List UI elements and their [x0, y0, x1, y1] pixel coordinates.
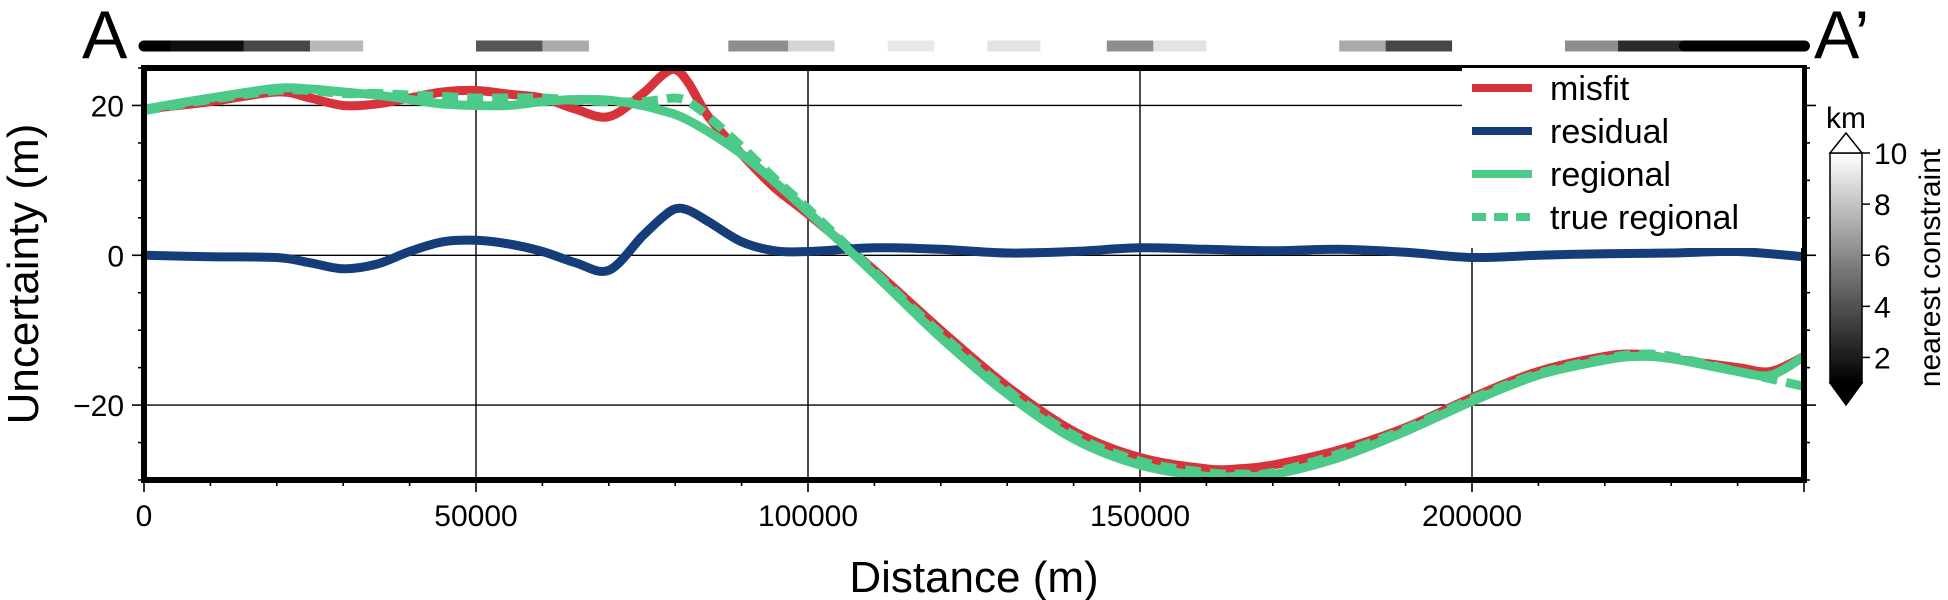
plot-frame — [141, 65, 1807, 483]
x-axis-ticks: 0 50000 100000 150000 200000 — [136, 480, 1805, 533]
legend-label: residual — [1550, 113, 1669, 151]
x-tick-label: 0 — [136, 500, 153, 533]
colorbar-tick-label: 10 — [1874, 138, 1907, 171]
colorbar-tick-label: 2 — [1874, 342, 1891, 375]
colorbar: km 2 4 6 8 10 nearest constraint — [1826, 102, 1947, 407]
y-axis-ticks: −20 0 20 — [73, 67, 1816, 481]
colorbar-label: nearest constraint — [1914, 148, 1947, 387]
profile-start-label: A — [82, 0, 128, 73]
colorbar-ramp — [1829, 152, 1863, 384]
colorbar-tick-label: 6 — [1874, 240, 1891, 273]
x-tick-label: 50000 — [434, 500, 517, 533]
legend-label: true regional — [1550, 199, 1739, 237]
colorbar-max-triangle — [1828, 131, 1864, 154]
legend: misfit residual regional true regional — [1462, 68, 1802, 248]
colorbar-ticks: 2 4 6 8 10 — [1862, 138, 1907, 375]
series-layer — [144, 68, 1804, 480]
series-regional — [144, 83, 1804, 480]
x-axis-title: Distance (m) — [849, 553, 1098, 600]
colorbar-tick-label: 4 — [1874, 291, 1891, 324]
colorbar-min-triangle — [1828, 382, 1864, 407]
y-tick-label: −20 — [73, 390, 124, 423]
profile-end-label: A’ — [1814, 0, 1869, 73]
legend-label: misfit — [1550, 70, 1630, 108]
legend-label: regional — [1550, 156, 1671, 194]
x-tick-label: 100000 — [758, 500, 858, 533]
y-tick-label: 0 — [107, 240, 124, 273]
y-tick-label: 20 — [91, 90, 124, 123]
colorbar-unit: km — [1826, 102, 1866, 135]
colorbar-tick-label: 8 — [1874, 189, 1891, 222]
x-tick-label: 150000 — [1090, 500, 1190, 533]
y-axis-title: Uncertainty (m) — [0, 124, 48, 425]
series-residual — [144, 203, 1804, 276]
x-tick-label: 200000 — [1422, 500, 1522, 533]
